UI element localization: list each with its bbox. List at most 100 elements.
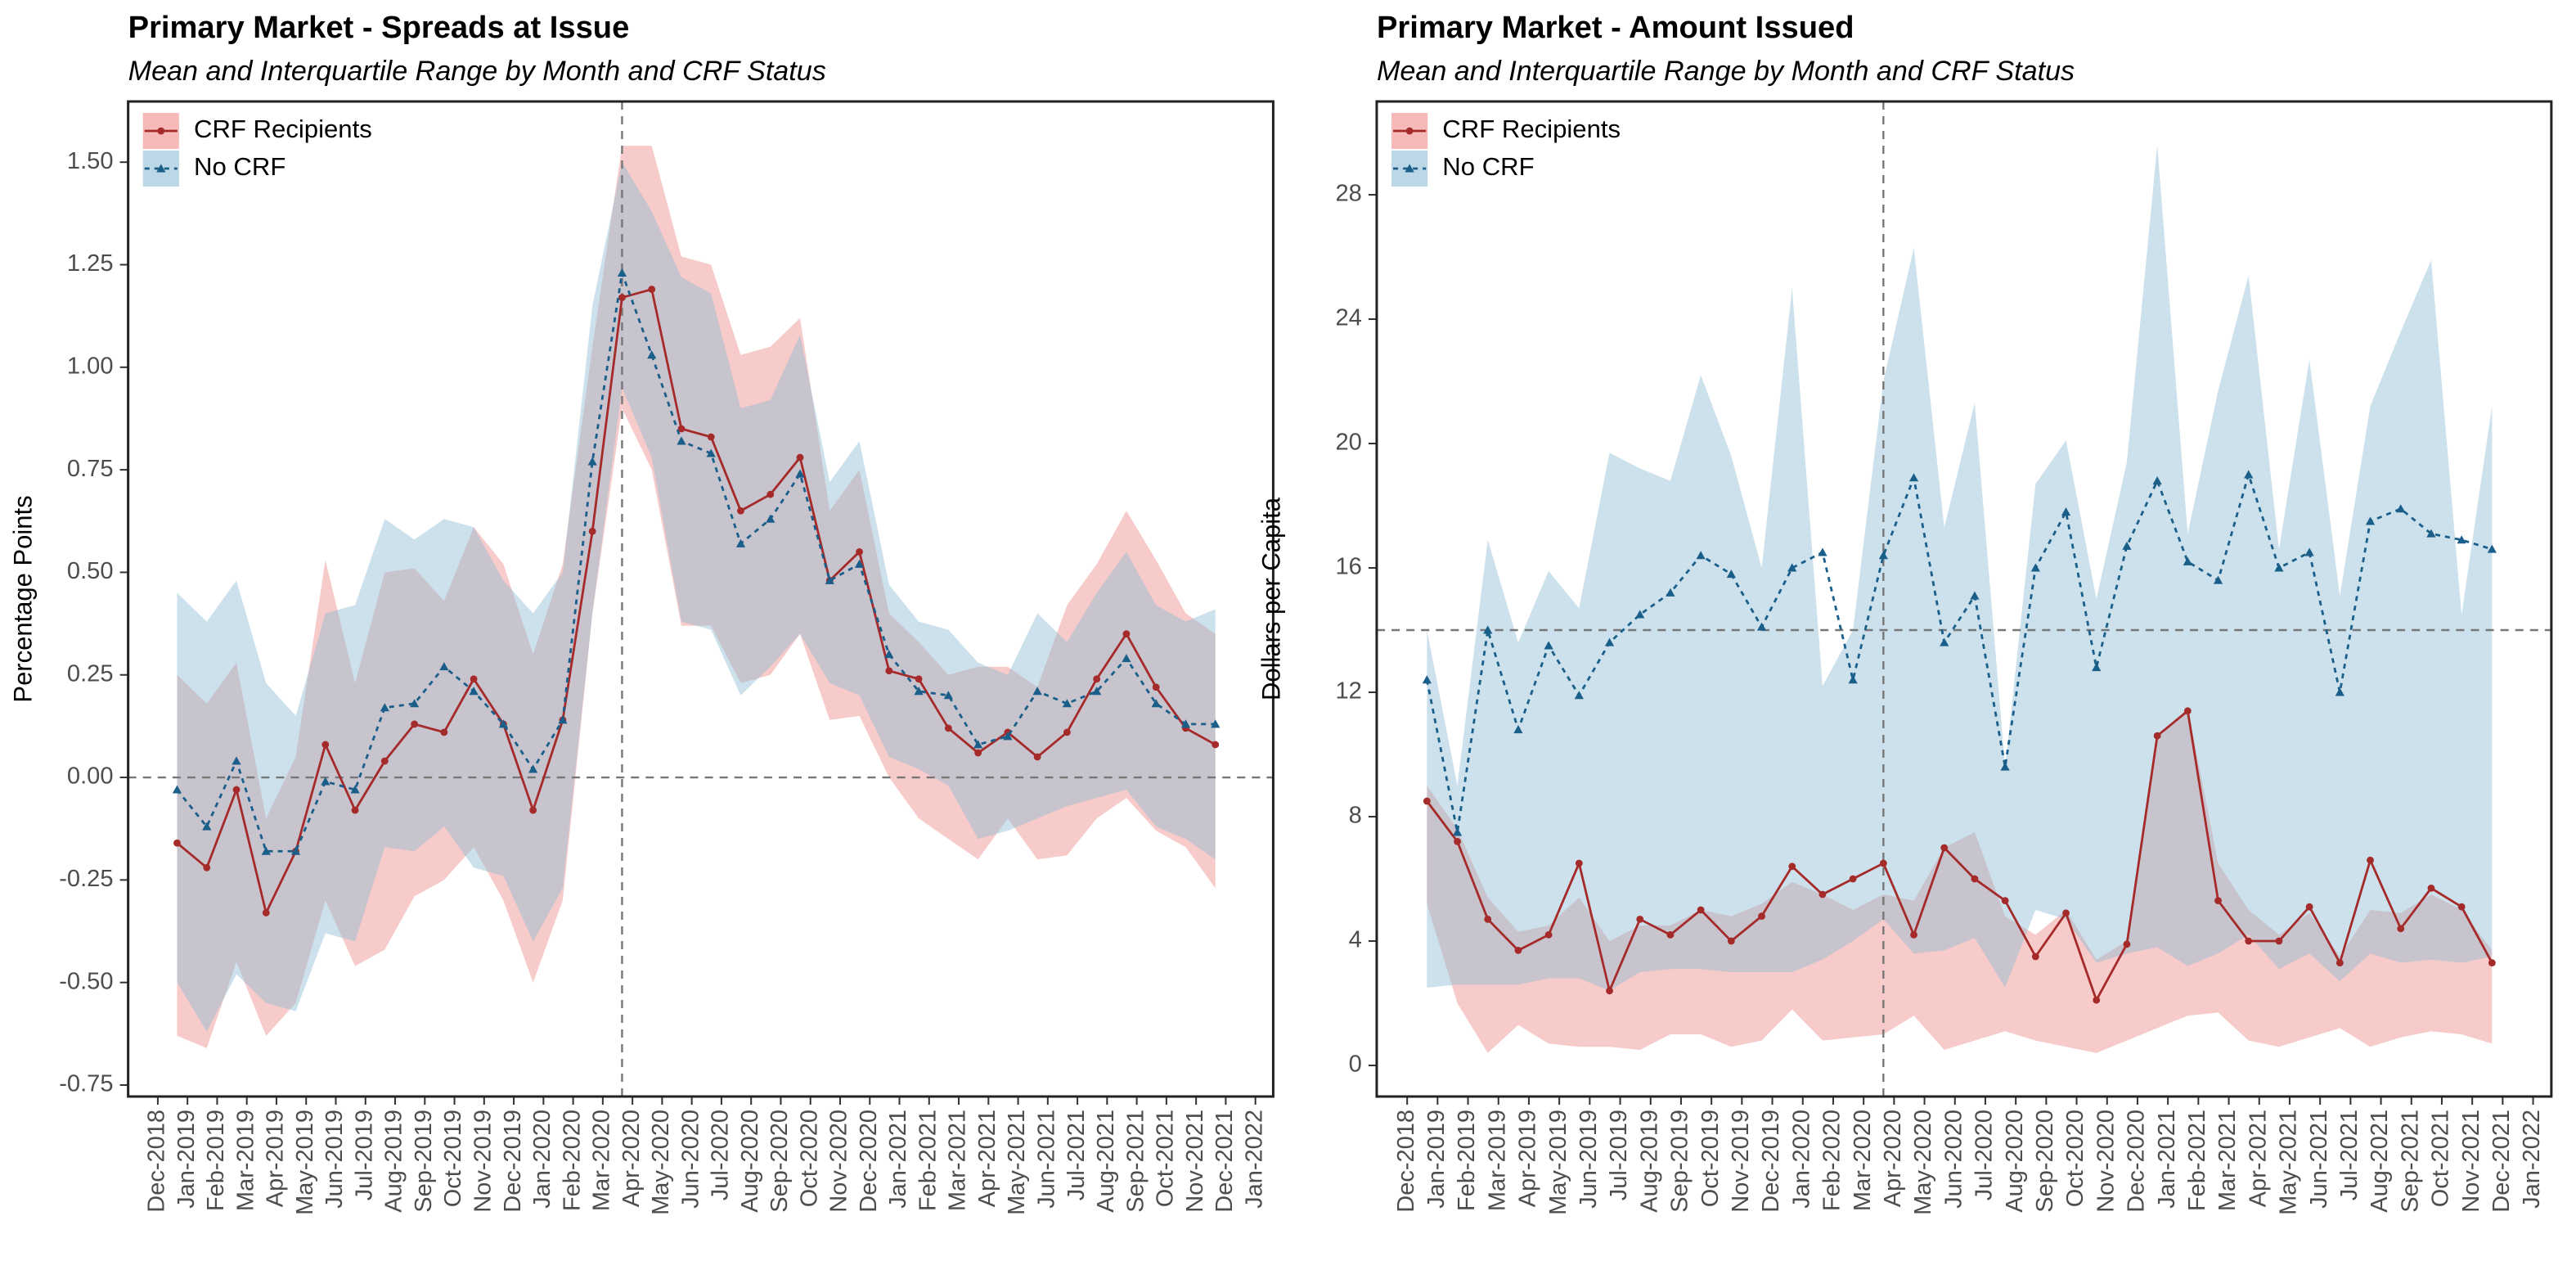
- data-point: [1788, 862, 1796, 871]
- x-tick-label: Dec-2020: [856, 1110, 882, 1213]
- x-tick-label: Feb-2021: [2184, 1110, 2210, 1211]
- data-point: [232, 786, 241, 794]
- x-tick-label: Aug-2019: [1636, 1110, 1662, 1213]
- data-point: [1211, 719, 1221, 728]
- iqr-band: [177, 146, 1216, 1048]
- x-tick-label: May-2020: [648, 1110, 674, 1215]
- x-tick-label: Jan-2021: [885, 1110, 911, 1209]
- data-point: [856, 547, 863, 556]
- x-tick-label: Mar-2019: [1484, 1110, 1510, 1211]
- data-point: [1970, 591, 1980, 600]
- x-tick-label: Dec-2021: [2488, 1110, 2515, 1213]
- data-point: [2062, 909, 2070, 917]
- data-point: [2457, 903, 2466, 911]
- data-point: [2122, 541, 2132, 550]
- y-tick-label: 0.50: [67, 558, 114, 584]
- data-point: [677, 425, 686, 433]
- x-tick-label: Nov-2020: [826, 1110, 852, 1213]
- data-point: [321, 777, 330, 786]
- y-tick-label: 1.50: [67, 148, 114, 174]
- data-point: [2245, 937, 2253, 945]
- data-point: [1003, 732, 1013, 741]
- data-point: [854, 559, 865, 568]
- x-tick-label: Jun-2020: [677, 1110, 704, 1209]
- y-tick-label: 0.25: [67, 660, 114, 687]
- data-point: [706, 448, 716, 457]
- x-tick-label: Apr-2019: [263, 1110, 289, 1207]
- chart-subtitle: Mean and Interquartile Range by Month an…: [128, 56, 826, 87]
- data-point: [1726, 570, 1736, 579]
- x-tick-label: Sep-2019: [411, 1110, 437, 1213]
- x-tick-label: May-2021: [2276, 1110, 2302, 1215]
- data-point: [737, 507, 744, 515]
- data-point: [1544, 931, 1553, 939]
- x-tick-label: Apr-2020: [1880, 1110, 1906, 1207]
- x-tick-label: Jul-2021: [2336, 1110, 2362, 1200]
- data-point: [2031, 952, 2039, 961]
- data-point: [2274, 563, 2284, 572]
- data-point: [203, 863, 211, 871]
- y-tick-label: 24: [1335, 305, 1361, 331]
- data-point: [618, 294, 626, 301]
- data-point: [1756, 622, 1767, 631]
- data-point: [2183, 707, 2192, 715]
- chart-title: Primary Market - Amount Issued: [1377, 11, 1854, 45]
- legend-marker: [1405, 164, 1414, 173]
- x-tick-label: Apr-2021: [2245, 1110, 2271, 1207]
- data-point: [884, 650, 894, 659]
- data-point: [1604, 637, 1615, 646]
- data-point: [2427, 885, 2435, 892]
- data-point: [2123, 940, 2131, 948]
- x-tick-label: Oct-2019: [440, 1110, 466, 1207]
- data-point: [498, 719, 509, 728]
- data-point: [2305, 903, 2313, 911]
- x-tick-label: Dec-2021: [1212, 1110, 1238, 1213]
- x-tick-label: Jun-2021: [1033, 1110, 1059, 1209]
- data-point: [1849, 875, 1857, 883]
- x-tick-label: Dec-2020: [2124, 1110, 2150, 1213]
- x-tick-label: Jan-2019: [1423, 1110, 1450, 1209]
- data-point: [2183, 556, 2192, 565]
- data-point: [2397, 925, 2405, 933]
- x-tick-label: Feb-2020: [1819, 1110, 1845, 1211]
- y-tick-label: 28: [1335, 181, 1361, 207]
- legend-marker: [1405, 127, 1414, 135]
- series-line: [176, 272, 1216, 853]
- data-point: [1940, 637, 1949, 646]
- data-point: [885, 667, 893, 675]
- data-point: [2457, 535, 2466, 544]
- x-tick-label: Jan-2019: [173, 1110, 200, 1209]
- x-tick-label: Jun-2019: [321, 1110, 348, 1209]
- data-point: [795, 469, 805, 478]
- data-point: [1878, 551, 1888, 560]
- x-tick-label: Mar-2020: [1850, 1110, 1876, 1211]
- data-point: [2061, 507, 2071, 516]
- data-point: [1910, 931, 1917, 939]
- x-tick-label: Dec-2018: [144, 1110, 170, 1213]
- data-point: [1697, 906, 1705, 914]
- x-tick-label: Nov-2020: [2093, 1110, 2119, 1213]
- data-point: [202, 822, 212, 831]
- data-point: [1454, 838, 1461, 845]
- series-line: [1425, 471, 2493, 833]
- x-tick-label: Feb-2020: [559, 1110, 585, 1211]
- data-point: [943, 691, 953, 700]
- y-tick-label: -0.75: [59, 1071, 113, 1097]
- legend-label: No CRF: [1442, 152, 1534, 181]
- x-tick-label: Sep-2019: [1667, 1110, 1693, 1213]
- data-point: [1636, 916, 1644, 923]
- data-point: [1696, 551, 1706, 560]
- legend-label: No CRF: [194, 152, 285, 181]
- data-point: [1727, 937, 1735, 945]
- data-point: [2335, 687, 2344, 696]
- x-tick-label: Sep-2020: [2032, 1110, 2058, 1213]
- legend-marker: [156, 164, 166, 173]
- data-point: [1151, 699, 1161, 708]
- data-point: [2304, 547, 2314, 556]
- data-point: [1574, 691, 1584, 700]
- x-tick-label: Jun-2021: [2306, 1110, 2332, 1209]
- data-point: [767, 490, 775, 498]
- x-tick-label: Mar-2019: [232, 1110, 258, 1211]
